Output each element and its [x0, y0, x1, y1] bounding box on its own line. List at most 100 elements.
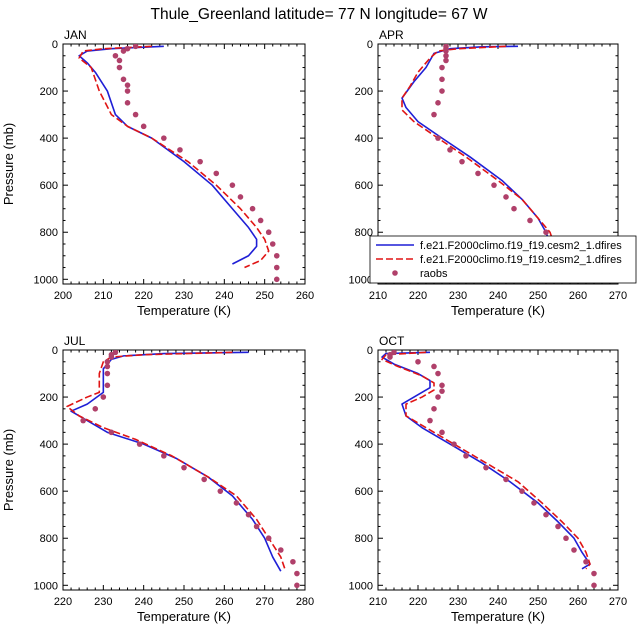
raobs-point — [543, 229, 549, 236]
x-tick-label: 270 — [255, 596, 273, 608]
y-tick-label: 600 — [355, 180, 373, 192]
x-tick-label: 210 — [369, 290, 387, 302]
legend-entry: f.e21.F2000climo.f19_f19.cesm2_1.dfires — [420, 240, 622, 252]
raobs-point — [555, 523, 561, 530]
raobs-point — [124, 88, 131, 94]
panel-jan: 200 210 220 230 240 250 260 0 200 400 600 800 1000 JA… — [1, 28, 314, 318]
raobs-point — [116, 57, 123, 64]
raobs-point — [431, 406, 437, 412]
raobs-point — [443, 57, 449, 64]
x-tick-label: 230 — [94, 596, 112, 608]
raobs-point — [213, 170, 220, 177]
raobs-point — [503, 476, 509, 483]
raobs-point — [439, 88, 445, 94]
raobs-point — [431, 363, 437, 370]
y-tick-label: 1000 — [34, 580, 58, 592]
x-tick-label: 240 — [489, 290, 507, 302]
raobs-point — [132, 44, 139, 50]
x-tick-label: 260 — [296, 290, 314, 302]
raobs-point — [431, 111, 437, 118]
model1-profile-line — [381, 351, 591, 570]
raobs-point — [447, 147, 453, 153]
legend-entry: raobs — [420, 268, 448, 280]
model2-profile-line — [66, 351, 286, 570]
model1-profile-line — [401, 45, 555, 262]
raobs-point — [104, 370, 111, 377]
y-tick-label: 600 — [355, 486, 373, 498]
raobs-point — [104, 382, 111, 389]
raobs-point — [100, 394, 107, 400]
x-tick-label: 270 — [609, 596, 627, 608]
raobs-point — [571, 547, 577, 553]
raobs-point — [531, 500, 537, 506]
raobs-point — [439, 382, 445, 389]
x-axis-label: Temperature (K) — [137, 609, 231, 624]
raobs-point — [427, 417, 433, 424]
y-tick-label: 1000 — [349, 580, 373, 592]
x-tick-label: 220 — [409, 596, 427, 608]
raobs-point — [435, 100, 441, 106]
raobs-point — [201, 476, 207, 483]
raobs-point — [443, 52, 449, 59]
y-tick-label: 0 — [52, 39, 58, 51]
raobs-point — [181, 464, 187, 471]
raobs-point — [124, 45, 131, 52]
x-tick-label: 200 — [54, 290, 72, 302]
raobs-point — [233, 500, 240, 506]
raobs-point — [439, 76, 445, 83]
y-tick-label: 800 — [40, 227, 58, 239]
y-tick-label: 800 — [355, 533, 373, 545]
y-tick-label: 200 — [40, 392, 58, 404]
panel-title: JAN — [64, 28, 87, 42]
x-tick-label: 260 — [569, 290, 587, 302]
raobs-point — [511, 205, 517, 212]
raobs-point — [273, 264, 280, 271]
x-tick-label: 220 — [409, 290, 427, 302]
legend-box — [369, 235, 637, 284]
x-tick-label: 260 — [569, 596, 587, 608]
raobs-point — [269, 241, 276, 247]
x-tick-label: 250 — [175, 596, 193, 608]
y-tick-label: 1000 — [34, 274, 58, 286]
raobs-point — [140, 123, 147, 130]
raobs-point — [278, 547, 284, 553]
raobs-point — [161, 135, 167, 141]
raobs-point — [245, 511, 252, 518]
x-tick-label: 250 — [255, 290, 273, 302]
x-tick-label: 230 — [175, 290, 193, 302]
legend-swatch-raobs — [392, 270, 398, 276]
legend-entry: f.e21.F2000climo.f19_f19.cesm2_1.dfires — [420, 254, 622, 266]
raobs-point — [475, 170, 481, 177]
raobs-point — [435, 394, 441, 400]
y-tick-label: 0 — [367, 39, 373, 51]
raobs-point — [503, 194, 509, 200]
raobs-point — [229, 182, 236, 188]
raobs-point — [120, 48, 127, 54]
raobs-point — [108, 429, 115, 436]
raobs-point — [591, 582, 597, 589]
raobs-point — [92, 406, 99, 412]
y-axis-label: Pressure (mb) — [1, 123, 16, 205]
x-tick-label: 280 — [296, 596, 314, 608]
plot-area — [78, 44, 280, 283]
x-tick-label: 270 — [609, 290, 627, 302]
x-tick-label: 220 — [134, 290, 152, 302]
x-axis-label: Temperature (K) — [451, 303, 545, 318]
model2-profile-line — [78, 45, 270, 269]
model2-profile-line — [381, 351, 591, 570]
raobs-point — [104, 358, 111, 365]
raobs-point — [387, 354, 393, 360]
raobs-point — [136, 441, 143, 447]
x-axis-label: Temperature (K) — [451, 609, 545, 624]
y-tick-label: 200 — [355, 392, 373, 404]
raobs-point — [161, 453, 167, 459]
raobs-point — [439, 64, 445, 71]
y-tick-label: 600 — [40, 486, 58, 498]
x-tick-label: 250 — [529, 596, 547, 608]
model1-profile-line — [70, 351, 282, 572]
y-tick-label: 400 — [40, 133, 58, 145]
raobs-point — [112, 52, 119, 59]
y-tick-label: 1000 — [349, 274, 373, 286]
raobs-point — [439, 429, 445, 436]
